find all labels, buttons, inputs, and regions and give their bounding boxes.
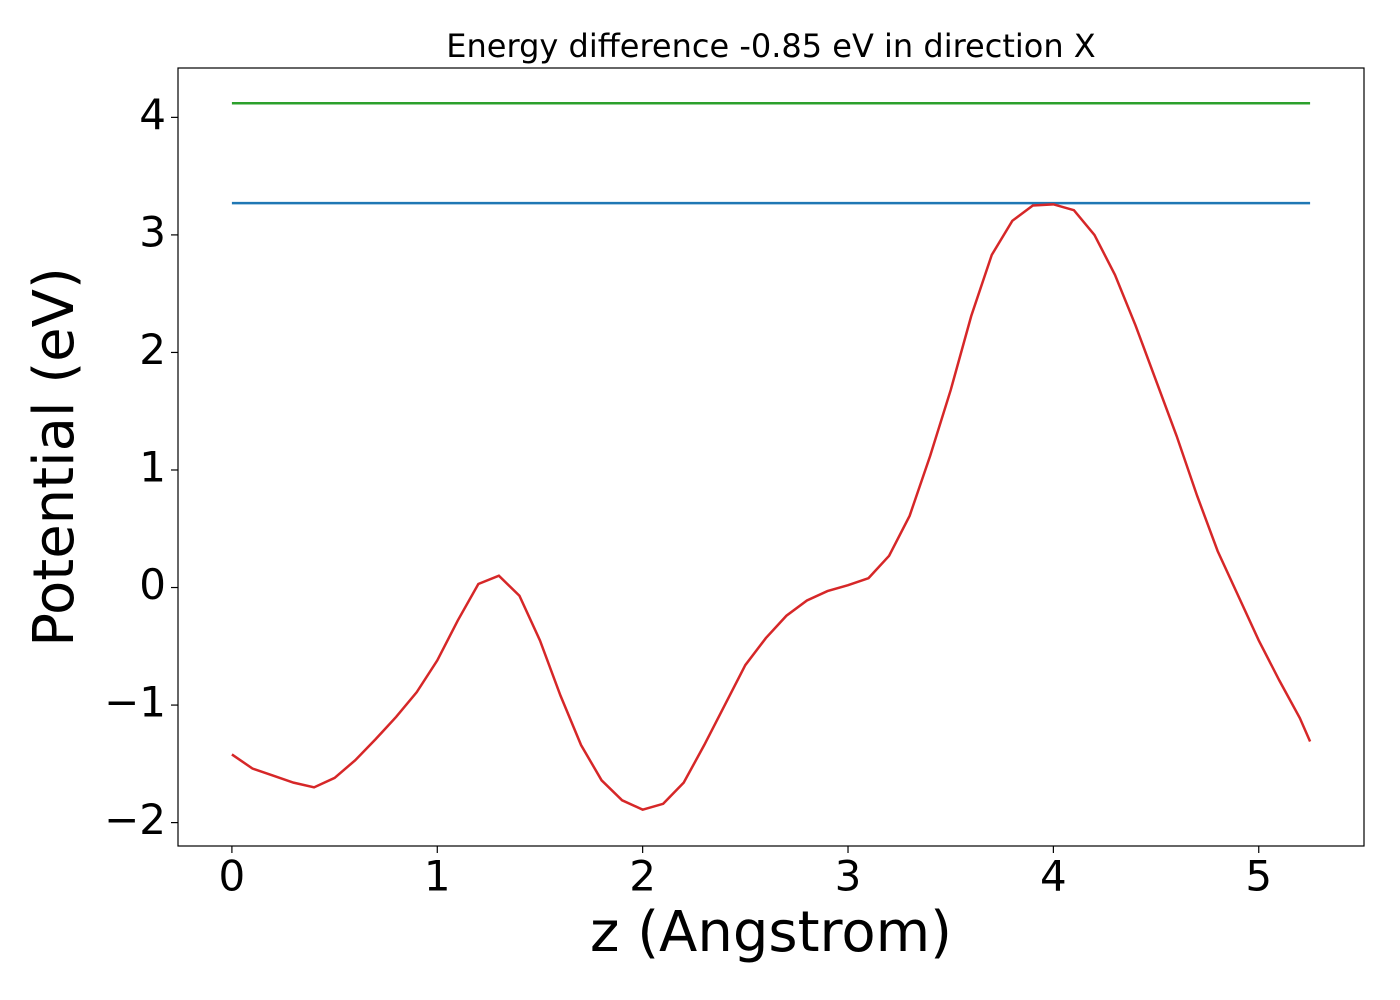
- y-tick-label: −2: [104, 795, 166, 844]
- x-tick-label: 1: [424, 852, 451, 901]
- plot-frame: [177, 67, 1365, 847]
- x-tick-label: 5: [1245, 852, 1272, 901]
- x-tick-label: 3: [835, 852, 862, 901]
- chart-title: Energy difference -0.85 eV in direction …: [446, 27, 1095, 65]
- x-axis-label: z (Angstrom): [590, 900, 952, 965]
- line-series: [231, 203, 1312, 812]
- y-tick-label: 1: [139, 442, 166, 491]
- y-tick-label: 3: [139, 207, 166, 256]
- y-tick-label: −1: [104, 678, 166, 727]
- x-tick-label: 0: [219, 852, 246, 901]
- y-axis-label: Potential (eV): [22, 267, 87, 647]
- y-tick-label: 4: [139, 90, 166, 139]
- x-tick-label: 2: [629, 852, 656, 901]
- y-tick-label: 2: [139, 325, 166, 374]
- x-tick-label: 4: [1040, 852, 1067, 901]
- y-tick-label: 0: [139, 560, 166, 609]
